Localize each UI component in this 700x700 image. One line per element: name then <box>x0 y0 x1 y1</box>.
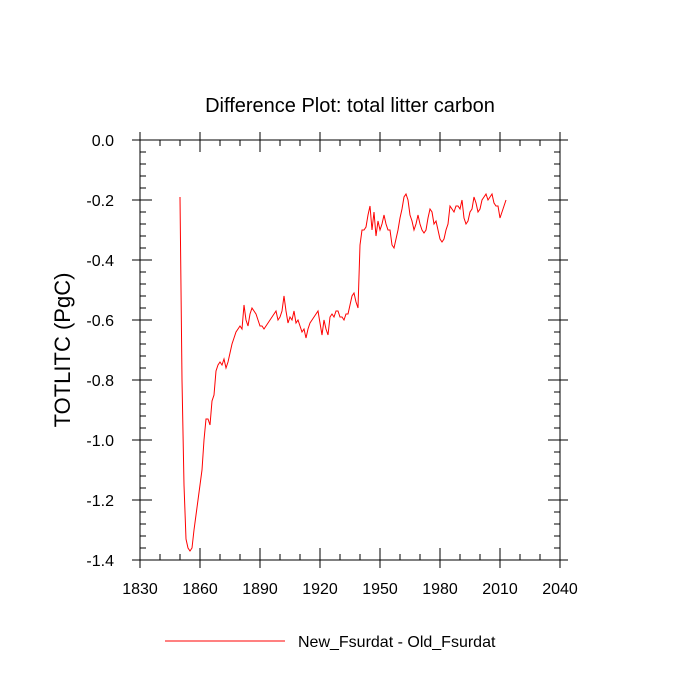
y-tick-label: -0.8 <box>86 373 114 390</box>
x-tick-label: 2040 <box>542 581 578 598</box>
chart-title: Difference Plot: total litter carbon <box>205 95 495 117</box>
x-tick-label: 1890 <box>242 581 278 598</box>
x-tick-label: 2010 <box>482 581 518 598</box>
y-tick-label: -0.2 <box>86 193 114 210</box>
axis-ticks <box>132 132 568 568</box>
x-tick-label: 1860 <box>182 581 218 598</box>
y-tick-label: -1.4 <box>86 553 114 570</box>
y-tick-label: -0.6 <box>86 313 114 330</box>
y-tick-label: 0.0 <box>92 133 114 150</box>
legend-label: New_Fsurdat - Old_Fsurdat <box>298 634 496 651</box>
y-tick-label: -1.0 <box>86 433 114 450</box>
y-axis-label: TOTLITC (PgC) <box>50 273 75 428</box>
axis-tick-labels: 1830 1860 1890 1920 1950 1980 2010 2040 0.0 -0.2 -… <box>86 133 577 598</box>
x-tick-label: 1830 <box>122 581 158 598</box>
y-tick-label: -1.2 <box>86 493 114 510</box>
y-tick-label: -0.4 <box>86 253 114 270</box>
plot-frame <box>139 139 561 561</box>
x-tick-label: 1920 <box>302 581 338 598</box>
x-tick-label: 1950 <box>362 581 398 598</box>
x-tick-label: 1980 <box>422 581 458 598</box>
series-line <box>179 192 507 552</box>
legend: New_Fsurdat - Old_Fsurdat <box>165 634 496 651</box>
